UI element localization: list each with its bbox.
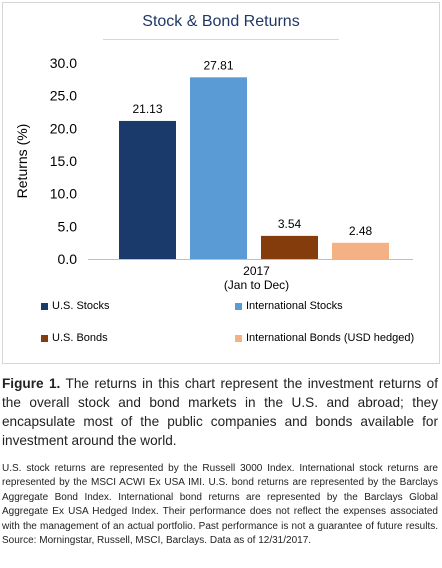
legend-swatch — [41, 334, 48, 342]
y-tick-label: 10.0 — [50, 186, 77, 202]
y-tick-label: 20.0 — [50, 120, 77, 136]
data-label: 21.13 — [132, 102, 162, 116]
y-tick-label: 0.0 — [58, 251, 78, 267]
legend-label: U.S. Bonds — [52, 332, 108, 344]
legend-item-us-bonds: U.S. Bonds — [41, 332, 108, 344]
bar — [332, 242, 389, 259]
bar — [119, 120, 176, 259]
bar — [190, 77, 247, 259]
y-tick-label: 5.0 — [58, 218, 78, 234]
legend-label: International Stocks — [246, 300, 343, 312]
figure-caption: Figure 1. The returns in this chart repr… — [2, 374, 438, 450]
chart-panel: Stock & Bond Returns 0.0 5.0 10.0 15.0 20.0 2… — [2, 2, 440, 364]
legend-swatch — [235, 334, 242, 342]
bar — [261, 235, 318, 259]
caption-text: The returns in this chart represent the … — [2, 376, 438, 448]
legend-swatch — [235, 302, 242, 310]
x-tick-label: (Jan to Dec) — [224, 278, 289, 292]
legend-item-international-bonds: International Bonds (USD hedged) — [235, 332, 414, 344]
y-axis-label: Returns (%) — [14, 124, 30, 199]
legend-label: U.S. Stocks — [52, 300, 110, 312]
y-tick-label: 15.0 — [50, 153, 77, 169]
y-tick-label: 25.0 — [50, 88, 77, 104]
legend-item-us-stocks: U.S. Stocks — [41, 300, 109, 312]
title-divider — [103, 39, 339, 40]
legend-item-international-stocks: International Stocks — [235, 300, 343, 312]
bar-chart: 0.0 5.0 10.0 15.0 20.0 25.0 30.0 Returns (%) 21.… — [14, 55, 413, 292]
figure-label: Figure 1. — [2, 376, 61, 391]
footnote: U.S. stock returns are represented by th… — [2, 463, 438, 547]
legend-swatch — [41, 302, 48, 310]
legend-label: International Bonds (USD hedged) — [246, 332, 415, 344]
data-label: 2.48 — [349, 224, 373, 238]
x-tick-label: 2017 — [243, 264, 270, 278]
chart-title: Stock & Bond Returns — [142, 13, 300, 30]
data-label: 3.54 — [278, 217, 302, 231]
data-label: 27.81 — [203, 58, 233, 72]
y-tick-label: 30.0 — [50, 55, 77, 71]
